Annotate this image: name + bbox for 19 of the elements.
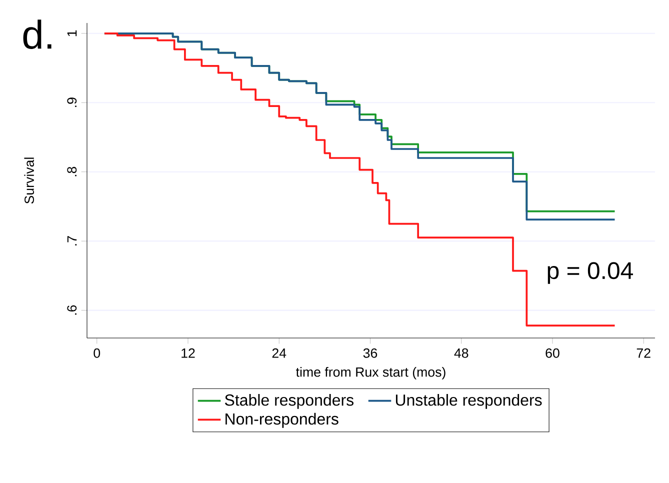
x-axis-title: time from Rux start (mos) — [296, 366, 446, 380]
annotation: p = 0.04 — [548, 262, 633, 284]
y-tick-label: .9 — [67, 98, 77, 107]
x-tick-label: 12 — [182, 348, 195, 358]
x-tick-label: 72 — [636, 348, 650, 358]
y-tick-label: .6 — [67, 305, 77, 315]
legend-label: Non-responders — [226, 412, 338, 428]
x-tick-label: 24 — [272, 348, 286, 358]
y-tick-label: 1 — [67, 30, 77, 36]
x-tick-label: 36 — [363, 348, 378, 358]
y-axis-title: Survival — [24, 158, 34, 204]
legend-label: Unstable responders — [396, 394, 542, 409]
text: d. — [23, 20, 52, 49]
legend-label: Stable responders — [224, 394, 354, 409]
x-tick-label: 48 — [454, 348, 468, 358]
y-tick-label: .7 — [67, 236, 77, 246]
x-tick-label: 0 — [94, 348, 100, 358]
y-tick-label: .8 — [67, 166, 77, 176]
x-tick-label: 60 — [546, 348, 560, 358]
